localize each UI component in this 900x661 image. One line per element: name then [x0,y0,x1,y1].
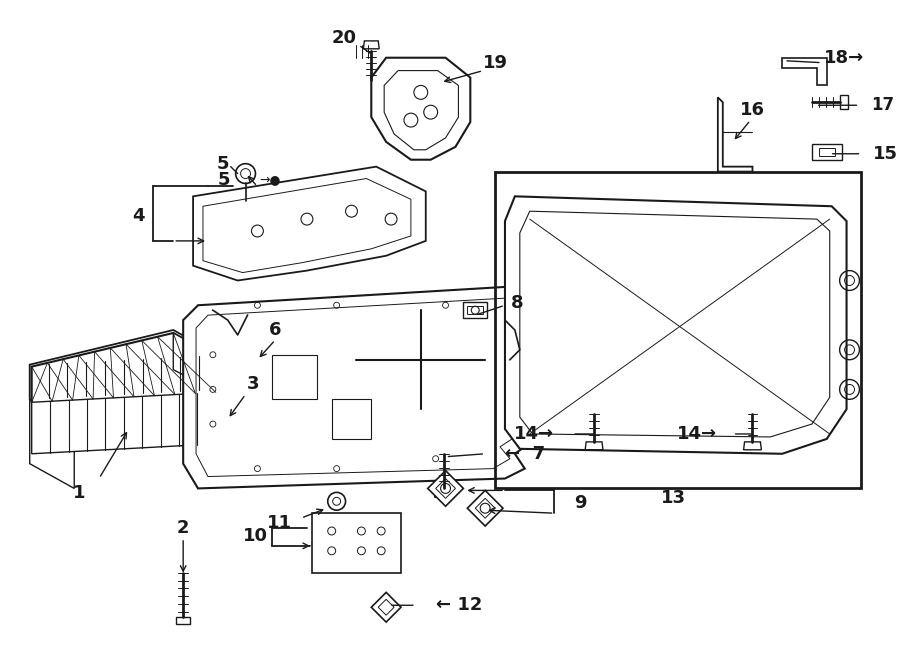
Text: 10: 10 [243,527,268,545]
Text: ← 12: ← 12 [436,596,482,614]
Text: 9: 9 [574,494,587,512]
Polygon shape [467,490,503,526]
Text: 11: 11 [266,514,292,532]
Text: 8: 8 [510,294,523,312]
Text: 13: 13 [661,489,686,508]
Bar [495,172,861,488]
Text: 14→: 14→ [677,425,716,443]
Polygon shape [428,471,464,506]
Polygon shape [194,167,426,280]
Text: 1: 1 [73,485,86,502]
Text: →●: →● [259,173,281,186]
Polygon shape [184,286,550,488]
Polygon shape [312,513,401,572]
Polygon shape [32,333,216,426]
Polygon shape [505,196,847,453]
Text: 17: 17 [871,97,895,114]
Text: 18→: 18→ [824,49,864,67]
Text: 6: 6 [269,321,282,339]
Text: 2: 2 [177,519,189,537]
Text: 19: 19 [482,54,508,71]
Text: 14→: 14→ [514,425,554,443]
Polygon shape [372,58,471,160]
Polygon shape [372,592,401,622]
Text: 5: 5 [217,155,229,173]
Text: 3: 3 [248,375,260,393]
Polygon shape [32,393,216,453]
Text: 20: 20 [332,29,357,47]
Text: 15: 15 [873,145,898,163]
Polygon shape [174,333,216,393]
Text: 16: 16 [740,101,765,119]
Text: 4: 4 [132,207,145,225]
Text: 5: 5 [217,171,230,188]
Text: ←  7: ← 7 [505,445,545,463]
